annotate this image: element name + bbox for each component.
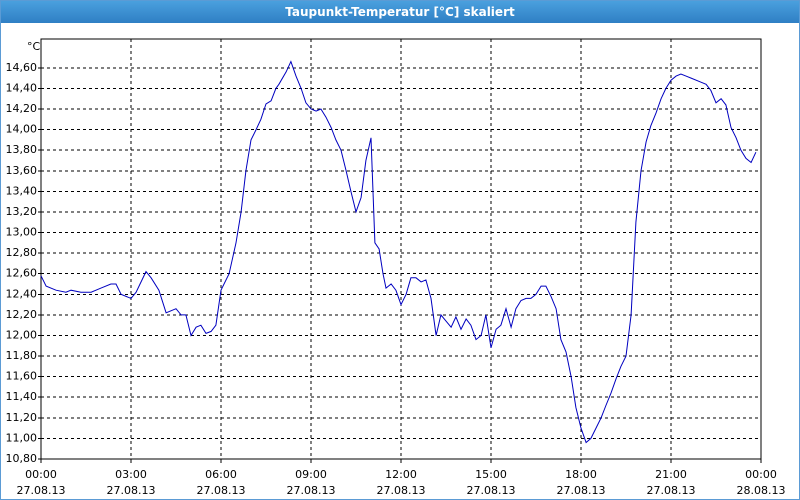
plot-frame bbox=[40, 38, 762, 460]
x-tick-label: 09:00 bbox=[295, 468, 327, 481]
y-tick-label: 12,40 bbox=[6, 287, 38, 300]
x-tick-date: 28.08.13 bbox=[737, 484, 786, 497]
y-tick-label: 12,00 bbox=[6, 328, 38, 341]
data-line bbox=[40, 60, 757, 444]
y-tick-label: 11,60 bbox=[6, 370, 38, 383]
x-tick-label: 21:00 bbox=[655, 468, 687, 481]
x-tick-date: 27.08.13 bbox=[197, 484, 246, 497]
y-tick-label: 12,80 bbox=[6, 246, 38, 259]
y-tick-label: 14,60 bbox=[6, 61, 38, 74]
x-tick-label: 15:00 bbox=[475, 468, 507, 481]
y-tick-label: 12,60 bbox=[6, 267, 38, 280]
y-tick-label: 11,00 bbox=[6, 431, 38, 444]
y-tick-label: 14,00 bbox=[6, 123, 38, 136]
x-tick-date: 27.08.13 bbox=[377, 484, 426, 497]
x-tick-label: 06:00 bbox=[205, 468, 237, 481]
y-tick-label: 11,40 bbox=[6, 390, 38, 403]
y-tick-label: 13,80 bbox=[6, 143, 38, 156]
x-tick-label: 03:00 bbox=[115, 468, 147, 481]
x-tick-date: 27.08.13 bbox=[287, 484, 336, 497]
window-title: Taupunkt-Temperatur [°C] skaliert bbox=[1, 1, 799, 23]
y-tick-label: 13,20 bbox=[6, 205, 38, 218]
y-tick-label: 13,60 bbox=[6, 164, 38, 177]
y-tick-label: 14,40 bbox=[6, 81, 38, 94]
y-tick-label: 13,00 bbox=[6, 226, 38, 239]
x-tick-label: 12:00 bbox=[385, 468, 417, 481]
y-tick-label: 14,20 bbox=[6, 102, 38, 115]
x-tick-date: 27.08.13 bbox=[647, 484, 696, 497]
x-tick-label: 00:00 bbox=[745, 468, 777, 481]
y-tick-label: 11,80 bbox=[6, 349, 38, 362]
x-tick-date: 27.08.13 bbox=[557, 484, 606, 497]
y-tick-label: 12,20 bbox=[6, 308, 38, 321]
x-tick-label: 00:00 bbox=[25, 468, 57, 481]
y-tick-label: 11,20 bbox=[6, 411, 38, 424]
x-tick-label: 18:00 bbox=[565, 468, 597, 481]
y-tick-label: 13,40 bbox=[6, 184, 38, 197]
x-tick-date: 27.08.13 bbox=[17, 484, 66, 497]
x-tick-date: 27.08.13 bbox=[467, 484, 516, 497]
y-unit: °C bbox=[27, 40, 41, 53]
y-tick-label: 10,80 bbox=[6, 452, 38, 465]
x-tick-date: 27.08.13 bbox=[107, 484, 156, 497]
